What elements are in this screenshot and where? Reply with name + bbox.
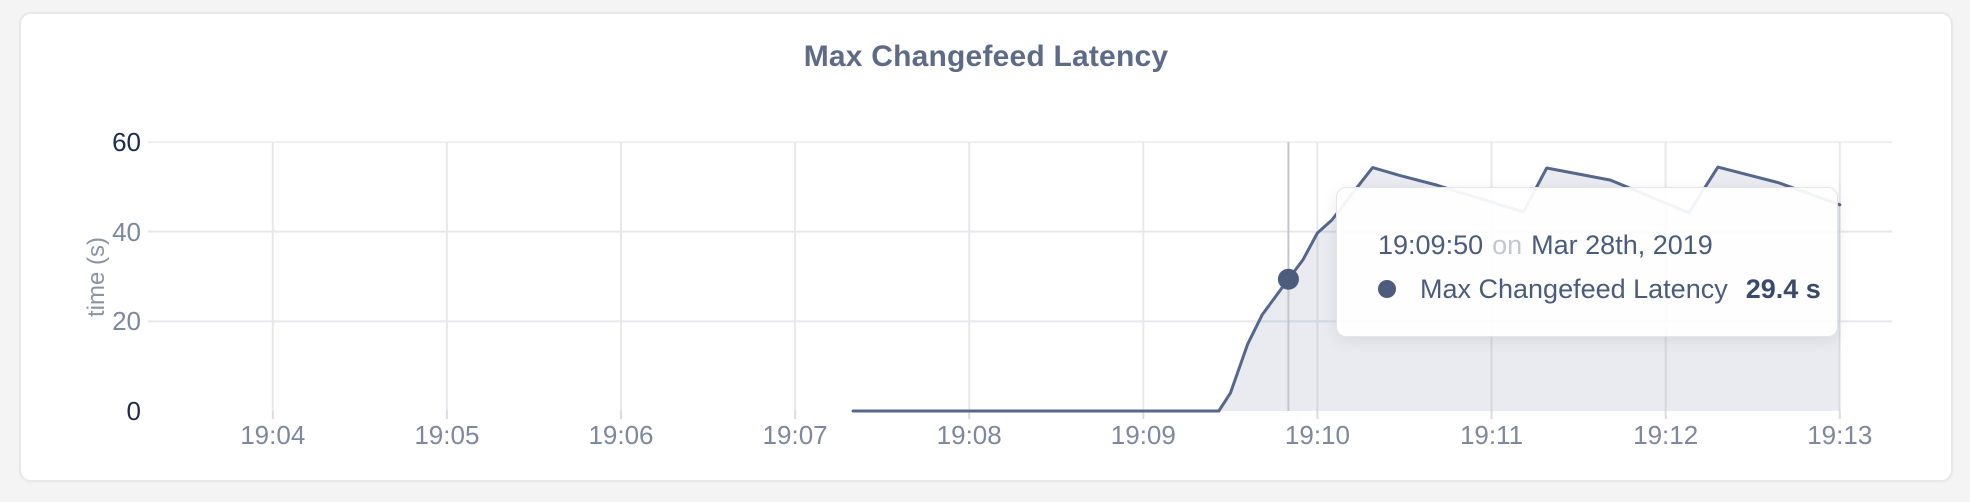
y-tick-label: 60 [112,127,141,157]
x-tick-label: 19:11 [1459,420,1524,450]
x-tick-label: 19:13 [1807,420,1873,450]
hover-tooltip: 19:09:50 on Mar 28th, 2019 Max Changefee… [1336,187,1838,337]
hover-point [1277,268,1299,290]
tooltip-series-label: Max Changefeed Latency [1420,274,1728,304]
tooltip-time: 19:09:50 [1378,230,1484,260]
x-tick-label: 19:10 [1284,420,1350,450]
x-tick-label: 19:09 [1110,420,1176,450]
chart-title: Max Changefeed Latency [803,40,1169,73]
series-legend-dot-icon [1378,280,1396,298]
tooltip-value: 29.4 s [1745,274,1821,304]
tooltip-timestamp-row: 19:09:50 on Mar 28th, 2019 [1378,228,1837,262]
x-tick-label: 19:07 [762,420,828,450]
tooltip-date: Mar 28th, 2019 [1531,230,1713,260]
y-tick-label: 40 [112,216,141,247]
x-tick-label: 19:06 [588,420,654,450]
y-tick-label: 20 [112,306,141,337]
tooltip-series-row: Max Changefeed Latency 29.4 s [1378,272,1837,306]
x-tick-label: 19:05 [414,420,480,450]
x-tick-label: 19:12 [1633,420,1699,450]
y-tick-label: 0 [126,396,141,426]
tooltip-connector: on [1492,230,1523,260]
x-tick-label: 19:04 [240,420,306,450]
x-tick-label: 19:08 [936,420,1002,450]
